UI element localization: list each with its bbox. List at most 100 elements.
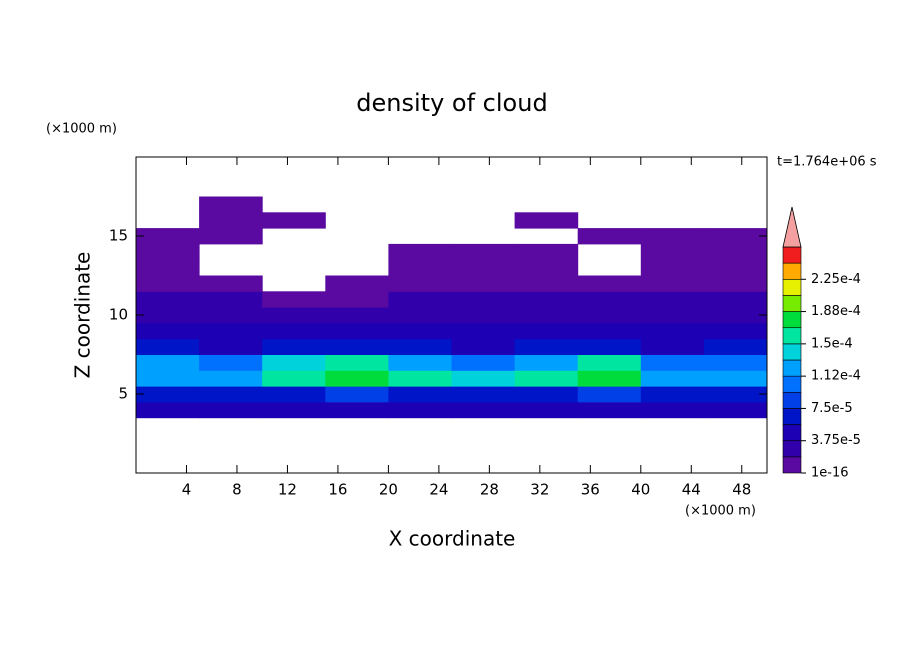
contour-cell [703, 291, 768, 308]
colorbar-label: 1.5e-4 [811, 336, 853, 351]
colorbar-band [782, 359, 802, 377]
contour-cell [640, 386, 705, 403]
colorbar-label: 1.12e-4 [811, 369, 861, 384]
contour-cell [703, 354, 768, 371]
contour-cell [703, 322, 768, 340]
contour-cell [136, 338, 200, 355]
x-tick-label: 32 [530, 481, 549, 499]
contour-cell [325, 370, 389, 387]
axes [135, 156, 768, 474]
colorbar-label: 2.25e-4 [811, 272, 861, 287]
contour-cell [199, 212, 263, 229]
contour-cell [262, 212, 326, 229]
contour-cell [514, 370, 579, 387]
x-unit: (×1000 m) [685, 504, 756, 519]
colorbar-band [782, 424, 802, 442]
contour-cell [577, 386, 642, 403]
contour-cell [199, 228, 263, 245]
contour-cell [577, 275, 642, 292]
colorbar-extension [782, 206, 802, 248]
contour-cell [388, 386, 452, 403]
contour-cell [262, 370, 326, 387]
contour-cell [388, 291, 452, 308]
contour-cell [577, 322, 642, 340]
contour-cell [640, 370, 705, 387]
contour-cell [325, 338, 389, 355]
contour-cell [703, 259, 768, 276]
contour-cell [262, 338, 326, 355]
contour-cell [451, 370, 516, 387]
contour-cell [199, 322, 263, 340]
contour-cell [199, 338, 263, 355]
contour-cell [514, 338, 579, 355]
contour-cell [388, 307, 452, 324]
contour-cell [514, 307, 579, 324]
contour-cell [388, 275, 452, 292]
x-tick-label: 44 [682, 481, 701, 499]
x-tick-label: 48 [732, 481, 751, 499]
contour-cell [199, 275, 263, 292]
contour-cell [577, 307, 642, 324]
colorbar-label: 3.75e-5 [811, 433, 861, 448]
contour-cell [262, 401, 326, 419]
contour-cell [388, 401, 452, 419]
contour-cell [640, 307, 705, 324]
contour-cell [325, 275, 389, 292]
contour-cell [577, 354, 642, 371]
colorbar-band [782, 456, 802, 474]
contour-cell [199, 386, 263, 403]
contour-cell [388, 322, 452, 340]
contour-cell [388, 338, 452, 355]
x-axis-label: X coordinate [389, 527, 516, 551]
contour-cell [199, 196, 263, 213]
contour-cell [262, 307, 326, 324]
contour-cell [325, 307, 389, 324]
contour-cell [577, 228, 642, 245]
contour-cell [514, 291, 579, 308]
contour-cell [136, 370, 200, 387]
colorbar-band [782, 327, 802, 345]
contour-cell [703, 228, 768, 245]
contour-cell [136, 307, 200, 324]
x-tick-label: 8 [232, 481, 242, 499]
contour-cell [640, 401, 705, 419]
x-tick-label: 16 [328, 481, 347, 499]
contour-cell [514, 386, 579, 403]
colorbar-band [782, 440, 802, 458]
colorbar-band [782, 375, 802, 393]
x-tick-label: 28 [480, 481, 499, 499]
colorbar-label: 1e-16 [811, 466, 849, 481]
contour-cell [703, 243, 768, 261]
contour-cell [388, 243, 452, 261]
contour-cell [514, 275, 579, 292]
contour-cell [451, 322, 516, 340]
contour-cell [451, 291, 516, 308]
contour-cell [136, 243, 200, 261]
contour-cell [262, 386, 326, 403]
contour-cell [451, 354, 516, 371]
contour-cell [136, 275, 200, 292]
contour-cell [514, 401, 579, 419]
y-tick-label: 15 [109, 227, 128, 245]
contour-cell [262, 322, 326, 340]
colorbar-band [782, 295, 802, 312]
contour-cell [703, 338, 768, 355]
contour-cell [640, 291, 705, 308]
contour-cell [199, 291, 263, 308]
contour-cell [262, 354, 326, 371]
contour-cell [325, 401, 389, 419]
x-tick-label: 36 [581, 481, 600, 499]
colorbar-band [782, 343, 802, 361]
contour-cell [577, 370, 642, 387]
contour-cell [325, 291, 389, 308]
contour-cell [640, 243, 705, 261]
contour-cell [136, 291, 200, 308]
colorbar-band [782, 391, 802, 409]
contour-cell [451, 401, 516, 419]
contour-cell [136, 228, 200, 245]
contour-cell [514, 354, 579, 371]
contour-cell [325, 354, 389, 371]
contour-cell [640, 338, 705, 355]
contour-cell [451, 259, 516, 276]
